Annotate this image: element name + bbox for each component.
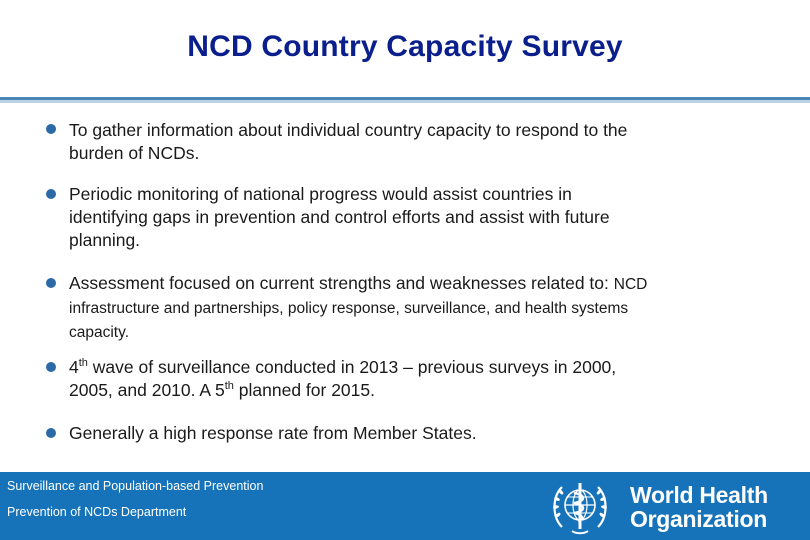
- who-name-line-2: Organization: [630, 506, 767, 532]
- bullet-dot-icon: [46, 362, 56, 372]
- title-divider-light: [0, 100, 810, 103]
- bullet-line: To gather information about individual c…: [69, 120, 628, 140]
- superscript: th: [78, 357, 88, 370]
- bullet-line-small: NCD: [613, 276, 648, 293]
- bullet-line-small: infrastructure and partnerships, policy …: [69, 300, 629, 317]
- bullet-line: Periodic monitoring of national progress…: [69, 184, 572, 204]
- footer-bar: Surveillance and Population-based Preven…: [0, 472, 810, 540]
- superscript: th: [224, 380, 234, 393]
- footer-line-1: Surveillance and Population-based Preven…: [7, 479, 264, 493]
- bullet-text: Generally a high response rate from Memb…: [69, 422, 769, 445]
- bullet-fragment: 2005, and 2010. A 5: [69, 380, 225, 400]
- who-emblem-icon: [553, 483, 607, 535]
- bullet-line: identifying gaps in prevention and contr…: [69, 207, 610, 227]
- bullet-dot-icon: [46, 428, 56, 438]
- bullet-line: burden of NCDs.: [69, 143, 200, 163]
- bullet-dot-icon: [46, 189, 56, 199]
- bullet-line: Assessment focused on current strengths …: [69, 273, 609, 293]
- footer-line-2: Prevention of NCDs Department: [7, 505, 187, 519]
- bullet-text: To gather information about individual c…: [69, 119, 769, 165]
- bullet-text: Periodic monitoring of national progress…: [69, 183, 769, 252]
- bullet-fragment: planned for 2015.: [233, 380, 375, 400]
- bullet-line-small: capacity.: [69, 324, 130, 341]
- bullet-text: Assessment focused on current strengths …: [69, 272, 769, 344]
- who-name-line-1: World Health: [630, 482, 768, 508]
- slide-title: NCD Country Capacity Survey: [187, 30, 623, 63]
- bullet-fragment: wave of surveillance conducted in 2013 –…: [87, 357, 617, 377]
- title-divider: [0, 97, 810, 103]
- title-divider-dark: [0, 97, 810, 100]
- bullet-text: 4th wave of surveillance conducted in 20…: [69, 356, 769, 402]
- bullet-dot-icon: [46, 278, 56, 288]
- bullet-fragment: 4: [69, 357, 79, 377]
- bullet-line: Generally a high response rate from Memb…: [69, 423, 477, 443]
- bullet-dot-icon: [46, 124, 56, 134]
- bullet-line: planning.: [69, 230, 141, 250]
